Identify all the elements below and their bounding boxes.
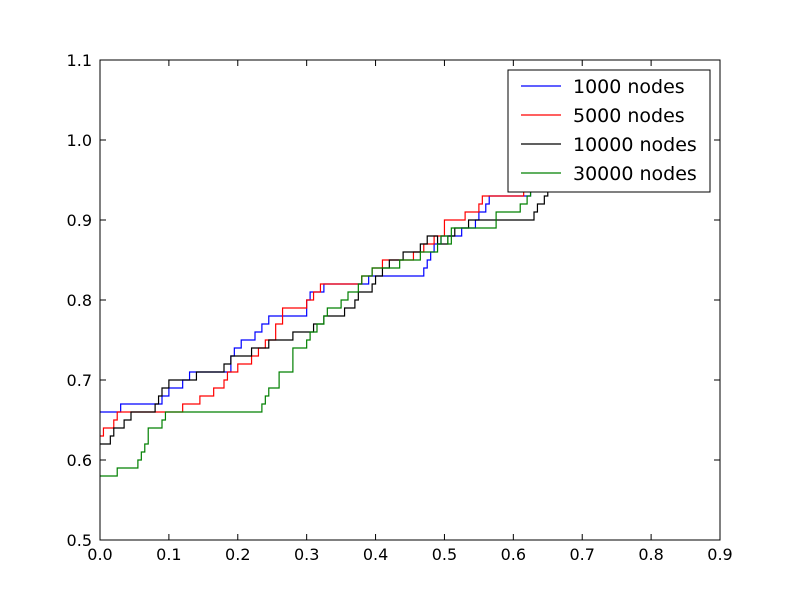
x-tick-label: 0.6 [501, 545, 526, 564]
x-tick-label: 0.2 [225, 545, 250, 564]
x-tick-label: 0.5 [432, 545, 457, 564]
x-tick-label: 0.1 [156, 545, 181, 564]
plot-area [100, 171, 583, 477]
y-tick-label: 1.0 [67, 131, 92, 150]
x-axis: 0.0 0.1 0.2 0.3 0.4 0.5 0.6 0.7 0.8 0.9 [87, 60, 733, 564]
y-tick-label: 0.7 [67, 371, 92, 390]
legend-label: 5000 nodes [573, 105, 685, 127]
legend-label: 10000 nodes [573, 134, 697, 156]
series-line-2 [100, 179, 583, 445]
x-tick-label: 0.0 [87, 545, 112, 564]
y-tick-label: 0.6 [67, 451, 92, 470]
series-line-3 [100, 179, 583, 477]
y-tick-label: 0.5 [67, 531, 92, 550]
series-line-1 [100, 171, 583, 437]
x-tick-label: 0.8 [638, 545, 663, 564]
y-axis: 0.5 0.6 0.7 0.8 0.9 1.0 1.1 [67, 51, 720, 550]
x-tick-label: 0.3 [294, 545, 319, 564]
y-tick-label: 0.9 [67, 211, 92, 230]
x-tick-label: 0.4 [363, 545, 388, 564]
y-tick-label: 0.8 [67, 291, 92, 310]
axes-frame [99, 59, 721, 541]
legend: 1000 nodes 5000 nodes 10000 nodes 30000 nod… [507, 69, 711, 193]
legend-label: 1000 nodes [573, 76, 685, 98]
x-tick-label: 0.9 [707, 545, 732, 564]
y-tick-label: 1.1 [67, 51, 92, 70]
legend-label: 30000 nodes [573, 163, 697, 185]
legend-box [507, 69, 711, 193]
x-tick-label: 0.7 [569, 545, 594, 564]
